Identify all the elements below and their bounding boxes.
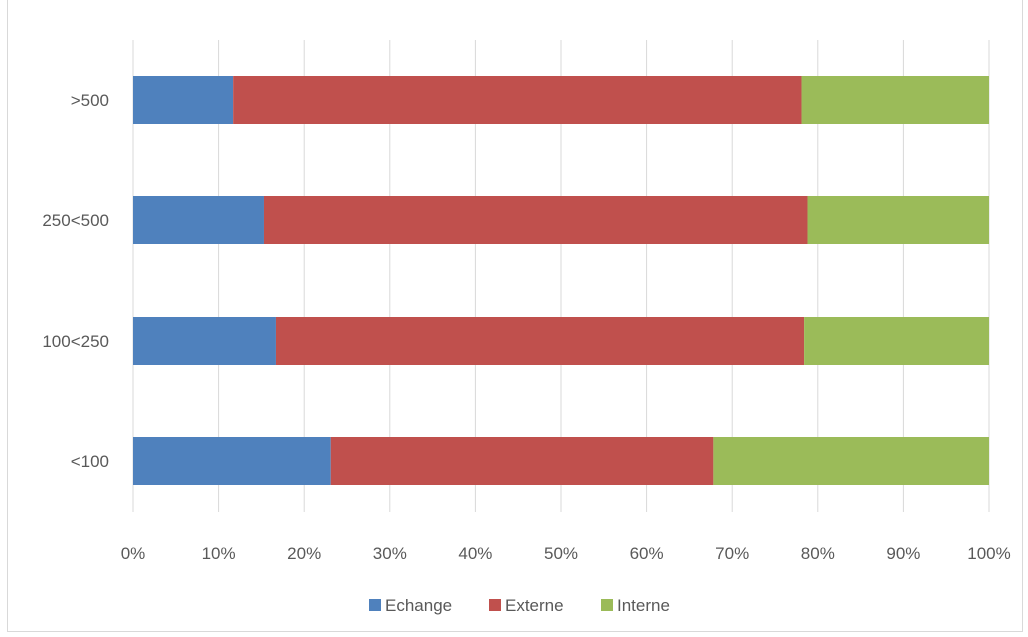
legend-label-externe: Externe bbox=[505, 596, 564, 615]
x-tick-label: 0% bbox=[121, 544, 146, 563]
y-category-label: 100<250 bbox=[42, 332, 109, 351]
x-tick-label: 30% bbox=[373, 544, 407, 563]
bar-echange-2 bbox=[133, 317, 276, 365]
bar-externe-0 bbox=[233, 76, 802, 124]
bar-interne-2 bbox=[804, 317, 989, 365]
legend-swatch-echange bbox=[369, 599, 381, 611]
x-tick-label: 10% bbox=[202, 544, 236, 563]
y-category-label: >500 bbox=[71, 91, 109, 110]
bars bbox=[133, 76, 989, 485]
bar-interne-0 bbox=[801, 76, 989, 124]
legend-swatch-externe bbox=[489, 599, 501, 611]
x-tick-label: 50% bbox=[544, 544, 578, 563]
x-tick-label: 90% bbox=[886, 544, 920, 563]
bar-interne-1 bbox=[807, 196, 989, 244]
x-tick-label: 80% bbox=[801, 544, 835, 563]
legend-label-interne: Interne bbox=[617, 596, 670, 615]
bar-echange-1 bbox=[133, 196, 264, 244]
x-tick-label: 70% bbox=[715, 544, 749, 563]
legend: Echange Externe Interne bbox=[369, 596, 670, 615]
x-tick-label: 100% bbox=[967, 544, 1010, 563]
x-tick-label: 60% bbox=[630, 544, 664, 563]
x-tick-label: 40% bbox=[458, 544, 492, 563]
bar-echange-0 bbox=[133, 76, 234, 124]
y-category-label: 250<500 bbox=[42, 211, 109, 230]
legend-label-echange: Echange bbox=[385, 596, 452, 615]
bar-interne-3 bbox=[713, 437, 989, 485]
bar-externe-1 bbox=[263, 196, 808, 244]
bar-echange-3 bbox=[133, 437, 331, 485]
x-tick-label: 20% bbox=[287, 544, 321, 563]
bar-externe-2 bbox=[275, 317, 805, 365]
bar-externe-3 bbox=[330, 437, 714, 485]
y-category-label: <100 bbox=[71, 452, 109, 471]
legend-swatch-interne bbox=[601, 599, 613, 611]
